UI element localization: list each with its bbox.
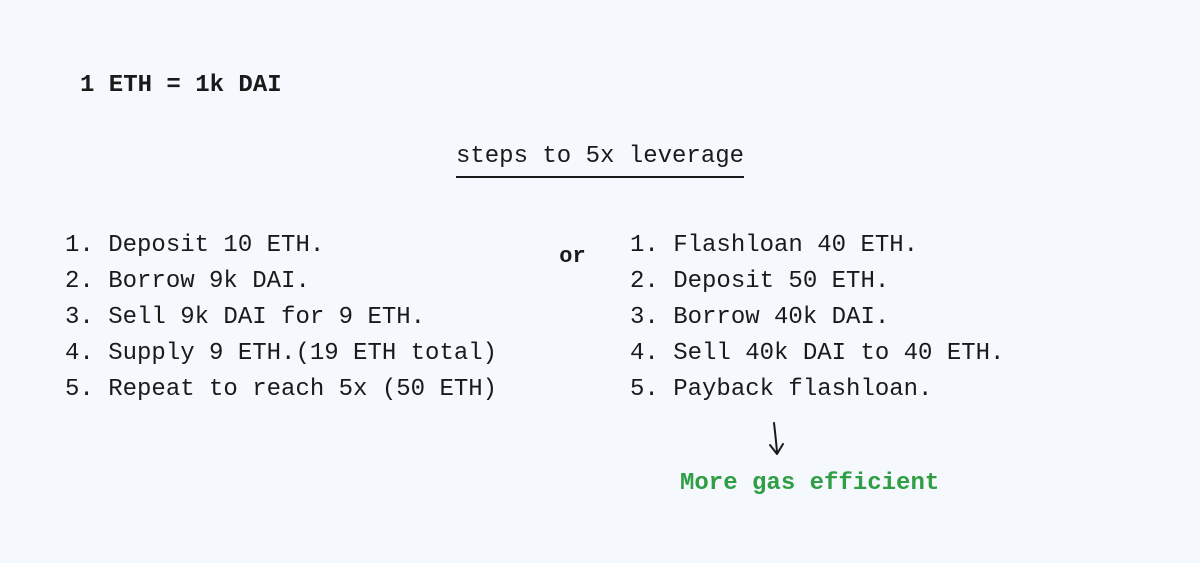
- list-item: 4. Supply 9 ETH.(19 ETH total): [65, 336, 530, 372]
- right-column: 1. Flashloan 40 ETH. 2. Deposit 50 ETH. …: [615, 228, 1004, 408]
- down-arrow-icon: [763, 420, 789, 460]
- steps-columns: 1. Deposit 10 ETH. 2. Borrow 9k DAI. 3. …: [0, 228, 1200, 408]
- diagram-title: steps to 5x leverage: [456, 143, 744, 178]
- list-item: 4. Sell 40k DAI to 40 ETH.: [630, 336, 1004, 372]
- left-steps-list: 1. Deposit 10 ETH. 2. Borrow 9k DAI. 3. …: [65, 228, 530, 408]
- list-item: 1. Deposit 10 ETH.: [65, 228, 530, 264]
- list-item: 2. Borrow 9k DAI.: [65, 264, 530, 300]
- list-item: 3. Borrow 40k DAI.: [630, 300, 1004, 336]
- or-separator: or: [530, 228, 615, 269]
- right-steps-list: 1. Flashloan 40 ETH. 2. Deposit 50 ETH. …: [630, 228, 1004, 408]
- left-column: 1. Deposit 10 ETH. 2. Borrow 9k DAI. 3. …: [0, 228, 530, 408]
- list-item: 5. Repeat to reach 5x (50 ETH): [65, 372, 530, 408]
- list-item: 2. Deposit 50 ETH.: [630, 264, 1004, 300]
- list-item: 5. Payback flashloan.: [630, 372, 1004, 408]
- list-item: 1. Flashloan 40 ETH.: [630, 228, 1004, 264]
- exchange-rate: 1 ETH = 1k DAI: [80, 72, 282, 99]
- list-item: 3. Sell 9k DAI for 9 ETH.: [65, 300, 530, 336]
- footnote-label: More gas efficient: [680, 470, 939, 497]
